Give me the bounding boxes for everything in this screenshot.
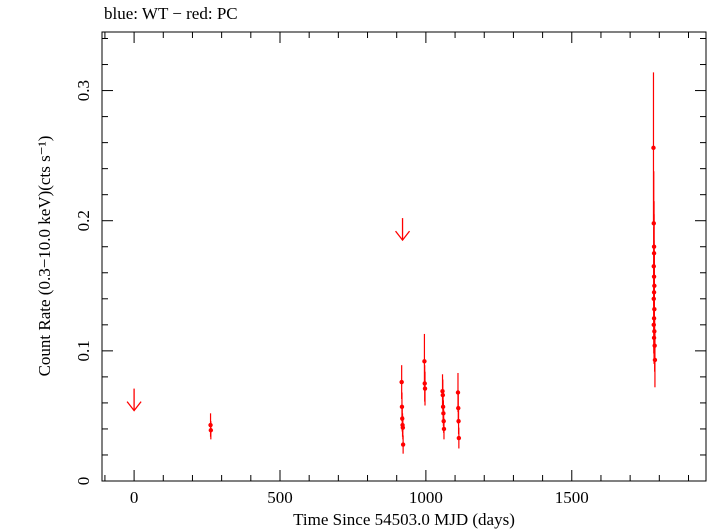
x-tick-label: 1500 — [555, 488, 589, 507]
y-axis: 0 0.1 0.2 0.3 — [74, 38, 706, 486]
data-point — [455, 390, 461, 395]
data-point — [456, 435, 462, 441]
upper-limits — [126, 218, 411, 412]
upper-limit-arrowhead — [395, 230, 411, 242]
data-point — [456, 418, 461, 424]
chart-title: blue: WT − red: PC — [104, 4, 238, 23]
x-tick-label: 1000 — [409, 488, 443, 507]
data-point — [208, 428, 214, 433]
x-axis-label: Time Since 54503.0 MJD (days) — [293, 510, 515, 529]
x-axis: 0 500 1000 1500 — [104, 32, 689, 507]
y-axis-label: Count Rate (0.3−10.0 keV)(cts s⁻¹) — [35, 136, 54, 377]
data-point — [400, 442, 406, 447]
y-tick-label: 0.2 — [74, 210, 93, 231]
y-tick-label: 0 — [74, 477, 93, 486]
data-point — [400, 425, 406, 430]
data-points — [208, 72, 658, 454]
data-point — [422, 359, 427, 364]
plot-frame — [101, 31, 707, 482]
data-point — [422, 386, 428, 391]
data-point — [652, 357, 658, 363]
data-point — [441, 426, 447, 432]
y-tick-label: 0.1 — [74, 340, 93, 361]
upper-limit-arrowhead — [126, 401, 142, 412]
x-tick-label: 0 — [130, 488, 139, 507]
data-point — [399, 379, 404, 385]
y-tick-label: 0.3 — [74, 80, 93, 101]
data-point — [651, 145, 656, 151]
x-tick-label: 500 — [267, 488, 293, 507]
